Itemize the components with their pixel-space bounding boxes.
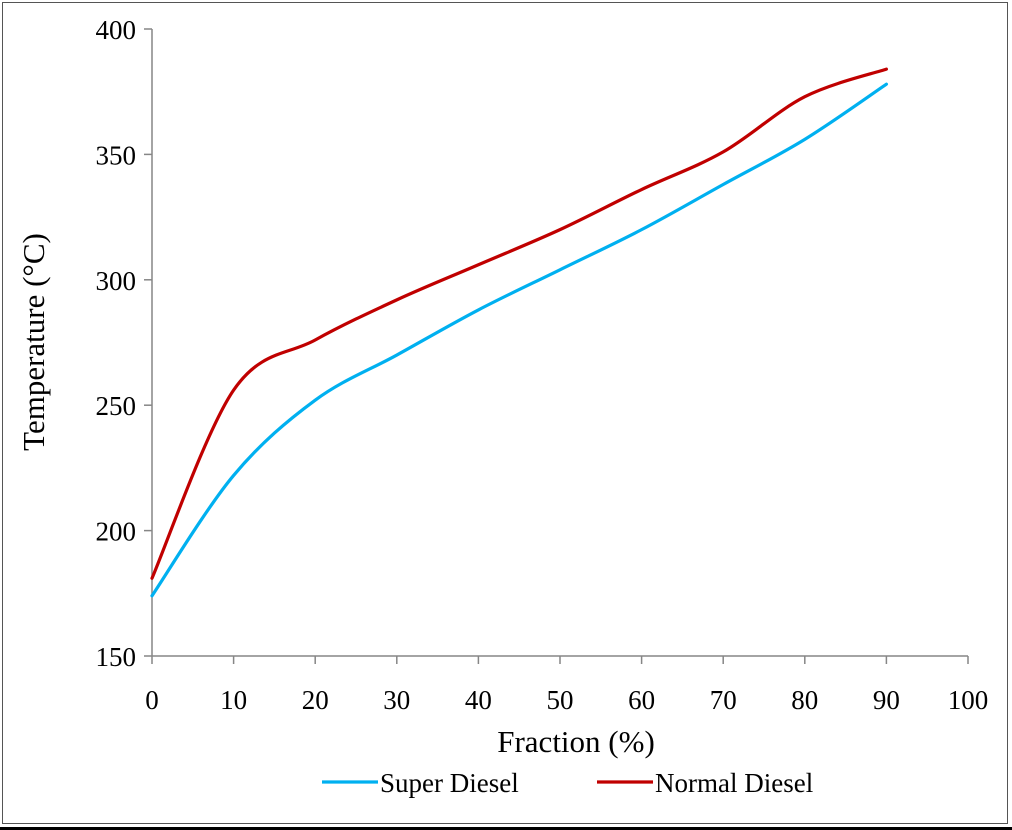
series-line-super-diesel xyxy=(150,82,888,598)
y-tick-label: 300 xyxy=(96,266,137,296)
legend-label-super-diesel: Super Diesel xyxy=(380,768,519,798)
x-tick-label: 0 xyxy=(145,685,159,715)
x-tick-label: 60 xyxy=(628,685,655,715)
x-tick-label: 30 xyxy=(383,685,410,715)
x-tick-label: 20 xyxy=(302,685,329,715)
y-tick-label: 350 xyxy=(96,140,137,170)
x-tick-label: 40 xyxy=(465,685,492,715)
y-tick-label: 400 xyxy=(96,15,137,45)
x-tick-label: 70 xyxy=(710,685,737,715)
y-tick-label: 250 xyxy=(96,391,137,421)
x-tick-label: 10 xyxy=(220,685,247,715)
series-line-normal-diesel xyxy=(150,67,888,580)
x-tick-label: 100 xyxy=(948,685,989,715)
x-tick-label: 50 xyxy=(547,685,574,715)
legend-label-normal-diesel: Normal Diesel xyxy=(655,768,813,798)
x-tick-label: 80 xyxy=(791,685,818,715)
bottom-rule xyxy=(0,827,1012,830)
x-tick-label: 90 xyxy=(873,685,900,715)
x-axis-label: Fraction (%) xyxy=(497,724,655,759)
legend: Super Diesel Normal Diesel xyxy=(322,768,813,798)
y-tick-label: 200 xyxy=(96,517,137,547)
y-axis-label: Temperature (°C) xyxy=(16,233,51,451)
y-tick-label: 150 xyxy=(96,642,137,672)
series-layer xyxy=(150,67,888,598)
axes: 150 200 250 300 350 400 0 10 20 30 40 50 60 70 80 90 100 xyxy=(96,15,989,715)
